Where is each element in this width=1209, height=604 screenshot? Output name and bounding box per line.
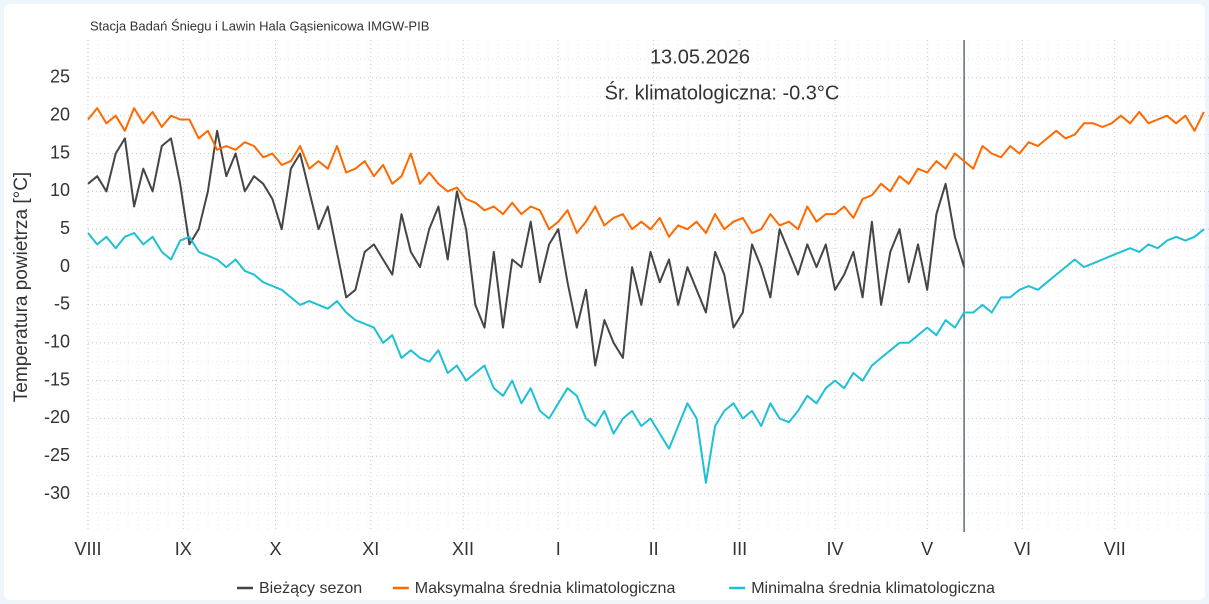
- x-tick-label: III: [732, 539, 747, 559]
- y-tick-label: 0: [60, 256, 70, 276]
- x-tick-label: VI: [1014, 539, 1031, 559]
- series-line: [87, 228, 1205, 484]
- legend-label: Maksymalna średnia klimatologiczna: [415, 580, 676, 597]
- y-tick-label: -20: [44, 407, 70, 427]
- y-tick-label: 15: [50, 142, 70, 162]
- legend-label: Bieżący sezon: [259, 580, 362, 597]
- y-tick-label: 5: [60, 218, 70, 238]
- x-tick-label: VII: [1104, 539, 1126, 559]
- y-tick-label: 25: [50, 67, 70, 87]
- x-tick-label: VIII: [74, 539, 101, 559]
- x-tick-label: V: [921, 539, 933, 559]
- annotation-text: Śr. klimatologiczna: -0.3°C: [605, 80, 840, 104]
- y-tick-label: 20: [50, 104, 70, 124]
- y-tick-label: -25: [44, 445, 70, 465]
- y-tick-label: -5: [54, 294, 70, 314]
- annotation-date: 13.05.2026: [650, 46, 750, 68]
- x-tick-label: X: [270, 539, 282, 559]
- y-axis-label: Temperatura powietrza [°C]: [11, 172, 32, 402]
- series-line: [87, 107, 1205, 238]
- chart-title: Stacja Badań Śniegu i Lawin Hala Gąsieni…: [90, 18, 429, 33]
- x-tick-label: II: [649, 539, 659, 559]
- y-tick-label: 10: [50, 180, 70, 200]
- x-tick-label: XII: [452, 539, 474, 559]
- x-tick-label: I: [556, 539, 561, 559]
- legend-label: Minimalna średnia klimatologiczna: [751, 580, 995, 597]
- y-tick-label: -10: [44, 332, 70, 352]
- x-tick-label: IX: [175, 539, 192, 559]
- card: [4, 4, 1205, 600]
- x-tick-label: IV: [826, 539, 843, 559]
- y-tick-label: -15: [44, 369, 70, 389]
- y-tick-label: -30: [44, 483, 70, 503]
- series-line: [87, 129, 966, 367]
- x-tick-label: XI: [362, 539, 379, 559]
